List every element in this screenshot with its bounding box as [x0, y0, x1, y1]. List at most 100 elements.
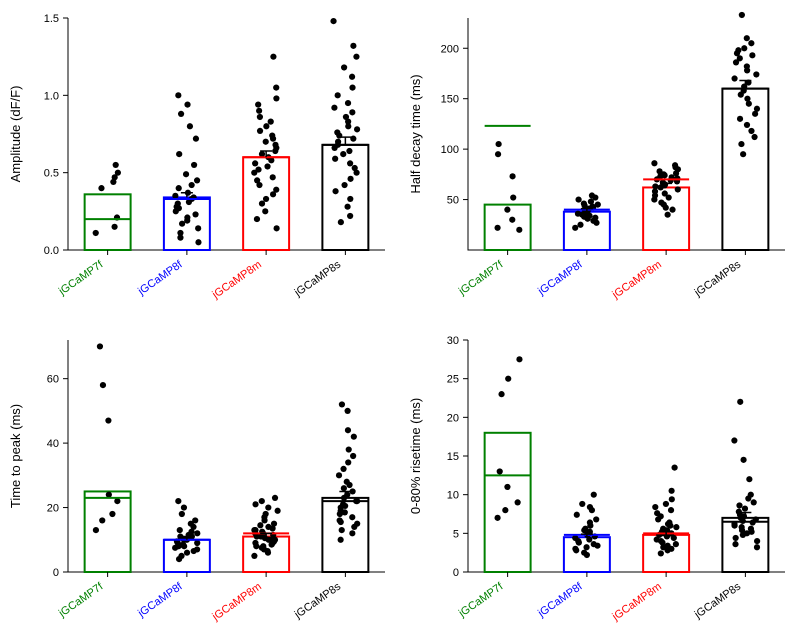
data-point: [749, 52, 755, 58]
data-point: [742, 505, 748, 511]
data-point: [583, 544, 589, 550]
data-point: [273, 95, 279, 101]
data-point: [351, 434, 357, 440]
data-point: [744, 122, 750, 128]
data-point: [581, 201, 587, 207]
chart-amplitude: 0.00.51.01.5Amplitude (dF/F)jGCaMP7fjGCa…: [0, 0, 400, 322]
x-axis-label: jGCaMP8m: [210, 581, 264, 624]
data-point: [731, 75, 737, 81]
data-point: [345, 427, 351, 433]
data-point: [575, 211, 581, 217]
ytick-label: 0: [53, 567, 59, 579]
data-point: [352, 165, 358, 171]
data-point: [350, 43, 356, 49]
data-point: [347, 160, 353, 166]
ytick-label: 30: [447, 335, 459, 347]
data-point: [192, 517, 198, 523]
bar-jGCaMP7f: [85, 194, 131, 250]
data-point: [251, 553, 257, 559]
data-point: [273, 187, 279, 193]
data-point: [345, 100, 351, 106]
data-point: [177, 527, 183, 533]
ytick-label: 60: [47, 374, 59, 386]
data-point: [255, 102, 261, 108]
data-point: [349, 74, 355, 80]
data-point: [100, 382, 106, 388]
data-point: [179, 511, 185, 517]
data-point: [753, 71, 759, 77]
x-axis-label: jGCaMP8s: [292, 258, 344, 299]
data-point: [268, 119, 274, 125]
data-point: [591, 492, 597, 498]
data-point: [270, 54, 276, 60]
ytick-label: 200: [441, 43, 459, 55]
data-point: [587, 504, 593, 510]
data-point: [114, 498, 120, 504]
bar-jGCaMP8m: [643, 535, 689, 572]
bar-jGCaMP8s: [722, 518, 768, 572]
ytick-label: 1.0: [44, 90, 59, 102]
data-point: [737, 399, 743, 405]
data-point: [736, 509, 742, 515]
data-point: [505, 376, 511, 382]
data-point: [255, 166, 261, 172]
data-point: [579, 501, 585, 507]
data-point: [740, 151, 746, 157]
data-point: [272, 495, 278, 501]
panel-amplitude: 0.00.51.01.5Amplitude (dF/F)jGCaMP7fjGCa…: [0, 0, 400, 322]
data-point: [739, 524, 745, 530]
data-point: [330, 18, 336, 24]
data-point: [652, 183, 658, 189]
data-point: [345, 408, 351, 414]
x-axis-label: jGCaMP8f: [535, 258, 585, 298]
data-point: [175, 498, 181, 504]
data-point: [751, 499, 757, 505]
data-point: [263, 196, 269, 202]
data-point: [652, 504, 658, 510]
data-point: [195, 225, 201, 231]
data-point: [736, 502, 742, 508]
data-point: [259, 498, 265, 504]
data-point: [275, 508, 281, 514]
data-point: [595, 202, 601, 208]
data-point: [336, 472, 342, 478]
data-point: [106, 492, 112, 498]
data-point: [175, 92, 181, 98]
data-point: [669, 488, 675, 494]
data-point: [349, 109, 355, 115]
ytick-label: 40: [47, 438, 59, 450]
data-point: [98, 185, 104, 191]
ytick-label: 25: [447, 374, 459, 386]
panel-time_to_peak: 0204060Time to peak (ms)jGCaMP7fjGCaMP8f…: [0, 322, 400, 644]
data-point: [572, 225, 578, 231]
data-point: [256, 108, 262, 114]
bar-jGCaMP7f: [85, 491, 131, 572]
data-point: [343, 114, 349, 120]
data-point: [574, 512, 580, 518]
data-point: [658, 199, 664, 205]
data-point: [504, 484, 510, 490]
data-point: [269, 132, 275, 138]
x-axis-label: jGCaMP7f: [56, 580, 106, 620]
ytick-label: 100: [441, 144, 459, 156]
data-point: [345, 459, 351, 465]
data-point: [335, 92, 341, 98]
ytick-label: 50: [447, 195, 459, 207]
ytick-label: 0.5: [44, 168, 59, 180]
data-point: [665, 212, 671, 218]
data-point: [349, 514, 355, 520]
data-point: [669, 496, 675, 502]
data-point: [259, 201, 265, 207]
y-axis-label: 0-80% risetime (ms): [408, 398, 423, 514]
data-point: [274, 225, 280, 231]
x-axis-label: jGCaMP7f: [456, 580, 506, 620]
data-point: [575, 196, 581, 202]
data-point: [665, 543, 671, 549]
data-point: [332, 156, 338, 162]
data-point: [93, 230, 99, 236]
data-point: [510, 194, 516, 200]
data-point: [581, 550, 587, 556]
y-axis-label: Half decay time (ms): [408, 74, 423, 193]
panel-risetime: 0510152025300-80% risetime (ms)jGCaMP7fj…: [400, 322, 800, 644]
data-point: [754, 544, 760, 550]
